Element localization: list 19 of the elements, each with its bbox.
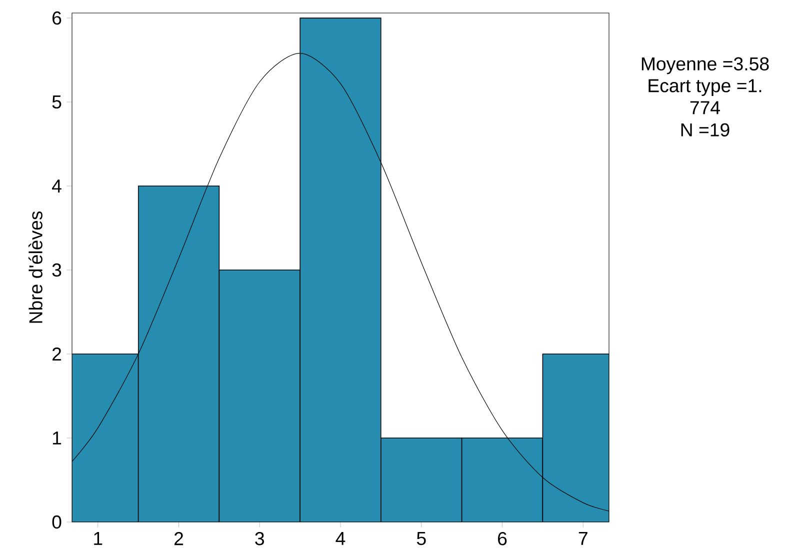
x-tick-label: 4 (336, 532, 346, 545)
y-tick-label: 3 (52, 263, 62, 277)
text: Moyenne =3.58 (642, 57, 769, 74)
y-tick-label: 5 (52, 96, 62, 109)
y-tick-label: 2 (52, 347, 62, 361)
x-tick-label: 2 (174, 532, 184, 546)
y-axis-title: Nbre d'élèves (28, 211, 42, 323)
y-tick-label: 6 (52, 11, 62, 25)
text: 774 (690, 101, 720, 114)
text: Ecart type =1. (648, 79, 762, 96)
x-tick-label: 7 (578, 532, 588, 545)
y-tick-label: 4 (52, 180, 62, 192)
y-tick-label: 1 (53, 432, 62, 444)
x-tick-label: 1 (94, 532, 102, 545)
x-tick-label: 5 (416, 532, 426, 546)
x-tick-label: 6 (498, 532, 507, 546)
y-tick-label: 0 (52, 515, 62, 529)
text: N =19 (681, 123, 730, 136)
x-tick-label: 3 (255, 532, 264, 546)
